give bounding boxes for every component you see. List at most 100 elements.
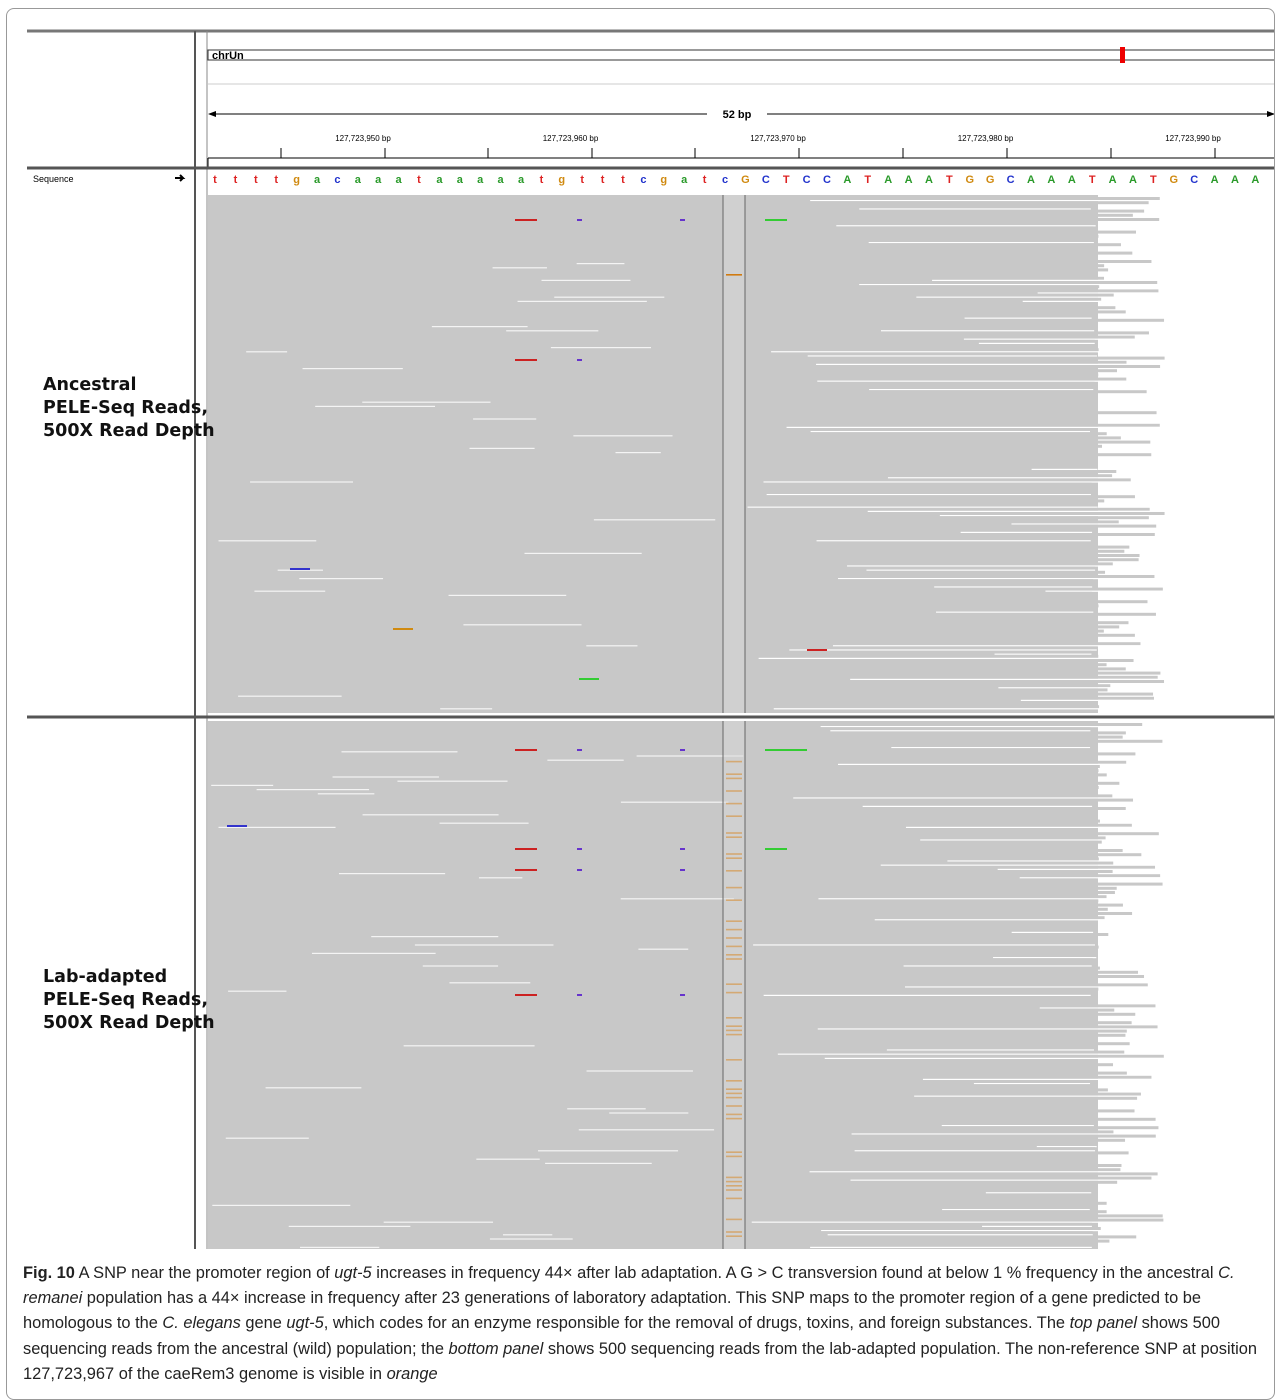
read <box>747 462 1092 465</box>
gap <box>787 427 1160 428</box>
mismatch <box>515 359 537 361</box>
gap <box>818 898 1106 899</box>
read <box>747 862 1113 865</box>
read <box>747 820 1100 823</box>
read <box>747 646 1097 649</box>
page: chrUn52 bp127,723,950 bp127,723,960 bp12… <box>0 0 1281 1393</box>
read <box>747 941 1095 944</box>
read <box>747 773 1107 776</box>
mismatch <box>290 568 310 570</box>
read <box>747 845 1090 848</box>
read <box>747 836 1106 839</box>
read <box>747 925 1091 928</box>
read <box>747 315 1092 318</box>
gap <box>609 1112 688 1113</box>
read <box>747 705 1099 708</box>
read <box>747 1017 1094 1020</box>
mismatch <box>577 359 582 361</box>
read <box>747 424 1160 427</box>
snp <box>726 274 742 276</box>
read <box>747 579 1093 582</box>
read <box>747 1240 1109 1243</box>
read <box>747 899 1098 902</box>
read <box>747 1046 1094 1049</box>
read <box>747 567 1095 570</box>
base: A <box>1047 174 1055 186</box>
read <box>747 727 1090 730</box>
read <box>747 1206 1090 1209</box>
read <box>747 1055 1164 1058</box>
base: C <box>762 174 770 186</box>
read <box>747 786 1099 789</box>
base: a <box>314 174 321 186</box>
read <box>747 1227 1101 1230</box>
read <box>747 1168 1120 1171</box>
base: T <box>1150 174 1157 186</box>
gap <box>621 898 734 899</box>
read <box>747 778 1090 781</box>
read <box>747 504 1098 507</box>
read <box>747 1160 1093 1163</box>
gap <box>518 301 647 302</box>
gap <box>432 326 528 327</box>
read <box>747 1013 1135 1016</box>
gap <box>1011 523 1118 524</box>
gap <box>1038 292 1159 293</box>
read <box>747 1235 1136 1238</box>
read <box>747 883 1163 886</box>
read <box>747 1164 1121 1167</box>
text: top panel <box>1070 1314 1137 1332</box>
read <box>747 815 1091 818</box>
gap <box>551 347 651 348</box>
gap <box>339 873 445 874</box>
read <box>747 634 1135 637</box>
gap <box>836 225 1095 226</box>
read <box>747 1000 1097 1003</box>
mismatch <box>807 649 827 651</box>
text: bottom panel <box>448 1340 543 1358</box>
read <box>747 1130 1113 1133</box>
read <box>747 684 1110 687</box>
tick-label: 127,723,990 bp <box>1165 134 1221 143</box>
read <box>747 996 1091 999</box>
read <box>747 1219 1163 1222</box>
label-line: Lab-adapted <box>43 966 215 989</box>
read <box>747 302 1090 305</box>
read <box>747 866 1155 869</box>
base: a <box>498 174 505 186</box>
read <box>747 252 1132 255</box>
gap <box>404 1045 535 1046</box>
gap <box>965 318 1092 319</box>
read <box>747 1177 1151 1180</box>
read <box>747 621 1128 624</box>
read <box>747 1093 1141 1096</box>
read <box>747 1051 1124 1054</box>
read <box>747 642 1140 645</box>
read <box>747 680 1164 683</box>
read <box>747 281 1157 284</box>
gap <box>1020 877 1160 878</box>
gap <box>789 649 1096 650</box>
read <box>747 992 1091 995</box>
read <box>747 289 1158 292</box>
read <box>747 457 1094 460</box>
read <box>747 672 1160 675</box>
read <box>747 841 1102 844</box>
read <box>747 908 1108 911</box>
gap <box>228 991 286 992</box>
gap <box>869 389 1093 390</box>
read <box>747 663 1107 666</box>
gap <box>830 730 1090 731</box>
base: G <box>741 174 750 186</box>
read <box>747 828 1090 831</box>
text: ugt-5 <box>334 1264 371 1282</box>
read <box>747 782 1119 785</box>
read <box>747 1185 1093 1188</box>
read <box>747 769 1098 772</box>
base: t <box>621 174 625 186</box>
read <box>747 205 1091 208</box>
mismatch <box>765 848 787 850</box>
label-line: PELE-Seq Reads, <box>43 989 215 1012</box>
base: a <box>681 174 688 186</box>
